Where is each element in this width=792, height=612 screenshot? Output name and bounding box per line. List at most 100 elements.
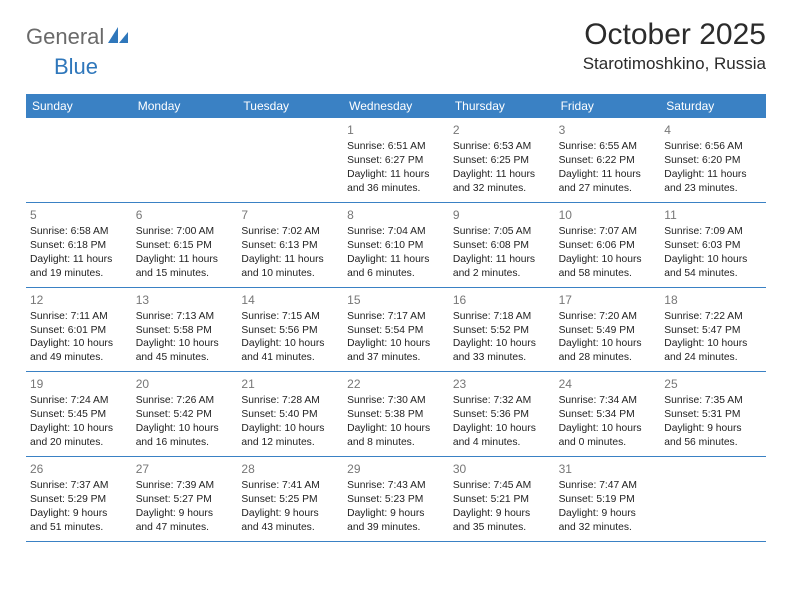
day-info-line: Sunset: 6:20 PM [664,154,762,168]
day-info-line: Daylight: 11 hours [30,253,128,267]
day-info-line: Daylight: 11 hours [347,168,445,182]
day-info-line: Daylight: 10 hours [453,337,551,351]
day-cell: 13Sunrise: 7:13 AMSunset: 5:58 PMDayligh… [132,288,238,372]
day-cell: 20Sunrise: 7:26 AMSunset: 5:42 PMDayligh… [132,372,238,456]
day-info-line: Sunset: 5:23 PM [347,493,445,507]
day-info-line: and 37 minutes. [347,351,445,365]
day-info-line: Sunrise: 7:43 AM [347,479,445,493]
day-number: 29 [347,461,445,477]
day-number: 24 [559,376,657,392]
day-info-line: Sunset: 5:52 PM [453,324,551,338]
day-info-line: Sunset: 6:25 PM [453,154,551,168]
day-info-line: Sunrise: 7:09 AM [664,225,762,239]
day-info-line: Sunset: 6:15 PM [136,239,234,253]
calendar: SundayMondayTuesdayWednesdayThursdayFrid… [26,94,766,542]
calendar-page: General October 2025 Starotimoshkino, Ru… [0,0,792,552]
day-info-line: Sunset: 6:13 PM [241,239,339,253]
day-cell: 29Sunrise: 7:43 AMSunset: 5:23 PMDayligh… [343,457,449,541]
day-info-line: Daylight: 10 hours [347,422,445,436]
day-cell: 7Sunrise: 7:02 AMSunset: 6:13 PMDaylight… [237,203,343,287]
day-info-line: and 28 minutes. [559,351,657,365]
day-info-line: Sunrise: 7:37 AM [30,479,128,493]
day-info-line: and 41 minutes. [241,351,339,365]
logo: General [26,18,132,50]
day-info-line: Sunset: 6:03 PM [664,239,762,253]
day-number: 6 [136,207,234,223]
day-number: 25 [664,376,762,392]
day-number: 1 [347,122,445,138]
day-info-line: Sunrise: 7:30 AM [347,394,445,408]
location: Starotimoshkino, Russia [583,54,766,74]
day-info-line: Daylight: 9 hours [30,507,128,521]
day-info-line: and 33 minutes. [453,351,551,365]
day-cell: 9Sunrise: 7:05 AMSunset: 6:08 PMDaylight… [449,203,555,287]
empty-cell [132,118,238,202]
day-info-line: and 6 minutes. [347,267,445,281]
day-number: 22 [347,376,445,392]
day-info-line: Daylight: 10 hours [559,253,657,267]
day-info-line: Daylight: 10 hours [30,337,128,351]
day-info-line: Sunrise: 6:55 AM [559,140,657,154]
day-number: 27 [136,461,234,477]
weekday-header: Wednesday [343,94,449,118]
day-info-line: Sunset: 5:38 PM [347,408,445,422]
weekday-header: Monday [132,94,238,118]
day-info-line: Sunrise: 7:02 AM [241,225,339,239]
day-info-line: Daylight: 10 hours [136,337,234,351]
weeks-container: 1Sunrise: 6:51 AMSunset: 6:27 PMDaylight… [26,118,766,542]
week-row: 19Sunrise: 7:24 AMSunset: 5:45 PMDayligh… [26,372,766,457]
day-cell: 27Sunrise: 7:39 AMSunset: 5:27 PMDayligh… [132,457,238,541]
day-info-line: Sunrise: 7:00 AM [136,225,234,239]
day-info-line: Sunset: 5:56 PM [241,324,339,338]
day-info-line: and 45 minutes. [136,351,234,365]
day-number: 12 [30,292,128,308]
day-info-line: Sunset: 6:08 PM [453,239,551,253]
day-info-line: Daylight: 9 hours [664,422,762,436]
day-info-line: and 16 minutes. [136,436,234,450]
day-info-line: Daylight: 11 hours [453,253,551,267]
day-info-line: and 32 minutes. [453,182,551,196]
day-cell: 31Sunrise: 7:47 AMSunset: 5:19 PMDayligh… [555,457,661,541]
day-info-line: Sunset: 5:54 PM [347,324,445,338]
logo-text-2: Blue [54,54,98,80]
day-info-line: Sunset: 5:47 PM [664,324,762,338]
day-info-line: and 0 minutes. [559,436,657,450]
day-info-line: Daylight: 11 hours [559,168,657,182]
day-number: 3 [559,122,657,138]
day-cell: 17Sunrise: 7:20 AMSunset: 5:49 PMDayligh… [555,288,661,372]
day-info-line: Daylight: 10 hours [559,422,657,436]
day-info-line: Sunrise: 7:47 AM [559,479,657,493]
weekday-header-row: SundayMondayTuesdayWednesdayThursdayFrid… [26,94,766,118]
day-info-line: Sunset: 5:36 PM [453,408,551,422]
day-info-line: Sunset: 6:10 PM [347,239,445,253]
title-block: October 2025 Starotimoshkino, Russia [583,18,766,74]
day-info-line: Sunrise: 7:15 AM [241,310,339,324]
day-cell: 12Sunrise: 7:11 AMSunset: 6:01 PMDayligh… [26,288,132,372]
day-info-line: and 49 minutes. [30,351,128,365]
day-info-line: Sunrise: 7:04 AM [347,225,445,239]
day-number: 23 [453,376,551,392]
day-info-line: Sunrise: 7:20 AM [559,310,657,324]
day-number: 2 [453,122,551,138]
day-info-line: and 51 minutes. [30,521,128,535]
day-info-line: Sunrise: 7:05 AM [453,225,551,239]
day-info-line: Daylight: 10 hours [347,337,445,351]
empty-cell [660,457,766,541]
day-info-line: Sunrise: 7:34 AM [559,394,657,408]
day-info-line: and 35 minutes. [453,521,551,535]
day-info-line: Sunrise: 7:13 AM [136,310,234,324]
day-info-line: Daylight: 11 hours [453,168,551,182]
day-number: 20 [136,376,234,392]
day-info-line: Daylight: 9 hours [136,507,234,521]
day-cell: 2Sunrise: 6:53 AMSunset: 6:25 PMDaylight… [449,118,555,202]
day-info-line: Daylight: 10 hours [664,253,762,267]
day-info-line: Daylight: 10 hours [453,422,551,436]
day-info-line: Sunset: 5:27 PM [136,493,234,507]
day-number: 21 [241,376,339,392]
day-info-line: and 32 minutes. [559,521,657,535]
day-info-line: Daylight: 10 hours [664,337,762,351]
day-info-line: Sunset: 5:42 PM [136,408,234,422]
day-cell: 4Sunrise: 6:56 AMSunset: 6:20 PMDaylight… [660,118,766,202]
day-info-line: Sunset: 5:19 PM [559,493,657,507]
day-info-line: Sunset: 6:27 PM [347,154,445,168]
